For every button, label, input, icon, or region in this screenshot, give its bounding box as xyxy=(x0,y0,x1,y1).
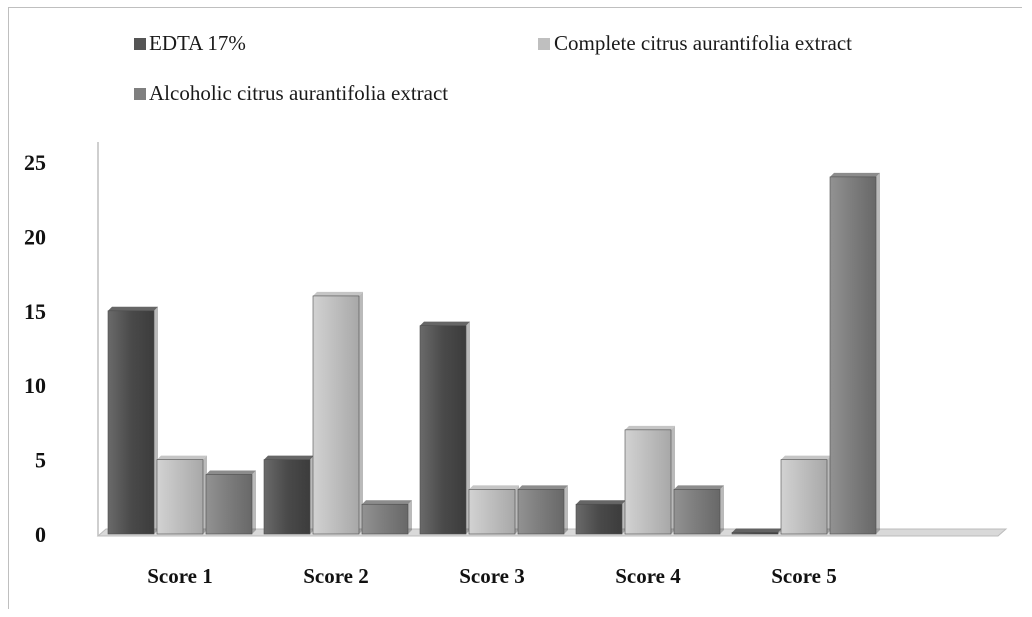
bar-front xyxy=(361,503,409,535)
bar-front xyxy=(673,489,721,535)
bar xyxy=(780,455,831,535)
x-tick-labels: Score 1 Score 2 Score 3 Score 4 Score 5 xyxy=(147,564,837,588)
bar-top xyxy=(674,485,724,490)
bar-front xyxy=(156,459,204,535)
bar xyxy=(624,425,675,535)
bar-front xyxy=(263,459,311,535)
bar xyxy=(468,485,519,535)
bar xyxy=(419,321,470,535)
legend-label-1: Complete citrus aurantifolia extract xyxy=(554,31,852,55)
bar-top xyxy=(264,455,314,460)
bar-side xyxy=(466,321,470,534)
y-tick-label: 15 xyxy=(24,299,46,324)
bar xyxy=(312,291,363,535)
y-tick-label: 25 xyxy=(24,150,46,175)
x-tick-label: Score 1 xyxy=(147,564,213,588)
bar xyxy=(731,528,782,535)
bar-front xyxy=(731,532,779,535)
bar-top xyxy=(108,306,158,311)
bar-front xyxy=(780,459,828,535)
bar-top xyxy=(313,291,363,296)
x-tick-label: Score 5 xyxy=(771,564,837,588)
bar-front xyxy=(829,176,877,535)
bar-top xyxy=(206,470,256,475)
bar xyxy=(263,455,314,535)
bar xyxy=(575,500,626,535)
x-tick-label: Score 4 xyxy=(615,564,681,588)
bar-top xyxy=(157,455,207,460)
y-tick-label: 0 xyxy=(35,522,46,547)
bar-side xyxy=(720,485,724,534)
bar-side xyxy=(564,485,568,534)
bar-front xyxy=(107,310,155,535)
bar-side xyxy=(408,500,412,534)
bar-chart: EDTA 17% Complete citrus aurantifolia ex… xyxy=(8,7,1022,609)
bars xyxy=(107,172,880,535)
bar-top xyxy=(732,528,782,533)
bar xyxy=(517,485,568,535)
legend-swatch-2 xyxy=(134,88,146,100)
bar-top xyxy=(576,500,626,505)
bar-top xyxy=(469,485,519,490)
bar-front xyxy=(419,325,467,535)
bar-top xyxy=(362,500,412,505)
bar-front xyxy=(312,295,360,535)
bar-front xyxy=(205,474,253,535)
bar xyxy=(107,306,158,535)
bar xyxy=(829,172,880,535)
bar-side xyxy=(876,172,880,534)
bar xyxy=(361,500,412,535)
bar-top xyxy=(420,321,470,326)
bar-side xyxy=(359,291,363,534)
bar-top xyxy=(518,485,568,490)
bar xyxy=(205,470,256,535)
legend-label-2: Alcoholic citrus aurantifolia extract xyxy=(149,81,448,105)
y-tick-label: 20 xyxy=(24,224,46,249)
chart-frame: EDTA 17% Complete citrus aurantifolia ex… xyxy=(8,7,1022,609)
bar-top xyxy=(781,455,831,460)
y-tick-labels: 0 5 10 15 20 25 xyxy=(24,150,46,547)
y-tick-label: 5 xyxy=(35,448,46,473)
bar-front xyxy=(517,489,565,535)
legend-label-0: EDTA 17% xyxy=(149,31,246,55)
bar-front xyxy=(468,489,516,535)
y-tick-label: 10 xyxy=(24,373,46,398)
x-tick-label: Score 3 xyxy=(459,564,525,588)
legend-swatch-0 xyxy=(134,38,146,50)
legend-swatch-1 xyxy=(538,38,550,50)
bar xyxy=(673,485,724,535)
bar xyxy=(156,455,207,535)
legend: EDTA 17% Complete citrus aurantifolia ex… xyxy=(134,31,852,105)
bar-side xyxy=(252,470,256,534)
bar-front xyxy=(624,429,672,535)
bar-top xyxy=(625,425,675,430)
bar-front xyxy=(575,503,623,535)
bar-top xyxy=(830,172,880,177)
x-tick-label: Score 2 xyxy=(303,564,369,588)
